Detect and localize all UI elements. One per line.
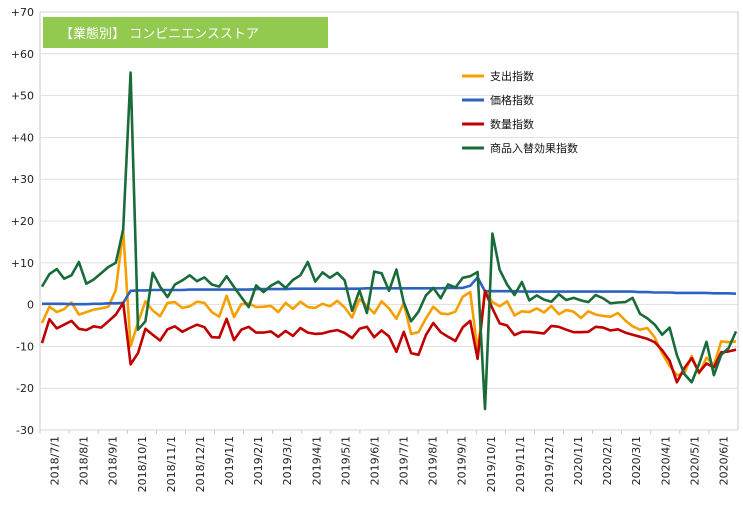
x-tick-label: 2019/2/1	[252, 436, 265, 485]
y-tick-label: +70	[11, 6, 34, 19]
x-tick-label: 2018/11/1	[165, 436, 178, 492]
x-tick-label: 2018/7/1	[49, 436, 62, 485]
y-tick-label: -20	[16, 382, 34, 395]
y-tick-label: +50	[11, 90, 34, 103]
series-line-0	[40, 229, 737, 377]
y-tick-label: +60	[11, 48, 34, 61]
x-tick-label: 2019/6/1	[368, 436, 381, 485]
x-tick-label: 2019/4/1	[310, 436, 323, 485]
y-tick-label: -10	[16, 340, 34, 353]
y-axis: +70 +60 +50 +40 +30 +20 +10 0 -10 -20 -30	[11, 6, 34, 437]
series-lines	[40, 71, 738, 411]
x-tick-label: 2018/8/1	[78, 436, 91, 485]
x-axis: 2018/7/1 2018/8/1 2018/9/1 2018/10/1 2018/11…	[39, 430, 730, 492]
x-tick-label: 2018/12/1	[194, 436, 207, 492]
x-tick-label: 2019/5/1	[339, 436, 352, 485]
x-tick-label: 2020/1/1	[572, 436, 585, 485]
x-tick-label: 2019/10/1	[485, 436, 498, 492]
x-tick-label: 2019/1/1	[223, 436, 236, 485]
legend-label: 価格指数	[490, 93, 534, 107]
legend-label: 支出指数	[490, 69, 534, 83]
y-tick-label: +10	[11, 257, 34, 270]
y-tick-label: +30	[11, 173, 34, 186]
legend-label: 数量指数	[490, 117, 534, 131]
legend-label: 商品入替効果指数	[490, 141, 578, 155]
x-tick-label: 2020/3/1	[630, 436, 643, 485]
chart-title: 【業態別】 コンビニエンスストア	[60, 26, 259, 42]
x-tick-label: 2019/3/1	[281, 436, 294, 485]
grid	[40, 11, 738, 431]
x-tick-label: 2019/9/1	[456, 436, 469, 485]
series-line-3	[40, 71, 738, 411]
x-tick-label: 2019/8/1	[427, 436, 440, 485]
x-tick-label: 2019/11/1	[514, 436, 527, 492]
x-tick-label: 2020/2/1	[601, 436, 614, 485]
series-line-2	[40, 289, 737, 384]
x-tick-label: 2019/7/1	[398, 436, 411, 485]
y-tick-label: +20	[11, 215, 34, 228]
title-box	[43, 17, 328, 48]
x-tick-label: 2020/6/1	[717, 436, 730, 485]
x-tick-label: 2019/12/1	[543, 436, 556, 492]
x-tick-label: 2020/4/1	[659, 436, 672, 485]
y-tick-label: 0	[27, 299, 34, 312]
y-tick-label: +40	[11, 131, 34, 144]
x-tick-label: 2018/9/1	[107, 436, 120, 485]
x-tick-label: 2020/5/1	[688, 436, 701, 485]
x-tick-label: 2018/10/1	[136, 436, 149, 492]
y-tick-label: -30	[16, 424, 34, 437]
